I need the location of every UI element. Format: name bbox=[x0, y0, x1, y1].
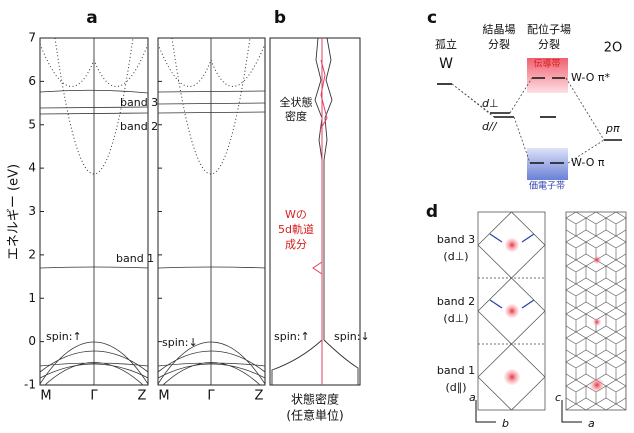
band-label: band 3 bbox=[120, 96, 158, 109]
orbital bbox=[593, 256, 601, 264]
band-curve bbox=[39, 43, 149, 87]
level-label: d// bbox=[482, 120, 498, 133]
orbital bbox=[505, 238, 519, 252]
dos-label: 全状態 bbox=[280, 95, 313, 109]
x-tick-label: M bbox=[158, 389, 169, 404]
y-tick-label: 7 bbox=[28, 31, 36, 45]
spin-label: spin:↓ bbox=[162, 336, 198, 349]
y-tick-label: 0 bbox=[28, 334, 36, 348]
panel-label: d bbox=[426, 202, 438, 222]
spin-label: spin:↑ bbox=[46, 330, 82, 343]
spin-label: spin:↑ bbox=[274, 330, 310, 343]
w5d-curve bbox=[312, 38, 328, 385]
band-curve bbox=[157, 90, 266, 269]
plot-frame bbox=[269, 37, 361, 386]
band-curve bbox=[171, 37, 251, 175]
band-label: band 1 bbox=[437, 364, 475, 377]
band-label: band 3 bbox=[437, 233, 475, 246]
level-label: W bbox=[439, 56, 453, 72]
column-label: 分裂 bbox=[538, 38, 560, 51]
y-tick-label: 5 bbox=[28, 117, 36, 131]
orbital-label: (d⊥) bbox=[443, 250, 468, 263]
lattice-right bbox=[565, 211, 627, 411]
lattice: band 3 (d⊥) band 2 (d⊥) band 1 (d∥) a b … bbox=[437, 211, 627, 430]
connector bbox=[451, 77, 605, 164]
y-tick-label: 2 bbox=[28, 247, 36, 261]
w5d-label: 5d軌道 bbox=[278, 222, 314, 236]
band-curve bbox=[157, 341, 266, 386]
band-label: band 2 bbox=[120, 120, 158, 133]
panel-label: a bbox=[86, 8, 97, 28]
band-curve bbox=[39, 341, 149, 386]
orbital bbox=[505, 304, 519, 318]
y-axis-label: エネルギー (eV) bbox=[7, 164, 22, 260]
valence-band bbox=[527, 148, 568, 180]
spin-label: spin:↓ bbox=[334, 330, 370, 343]
axis-label: a bbox=[469, 391, 476, 404]
band-curve bbox=[54, 37, 134, 175]
x-tick-label: Γ bbox=[90, 389, 98, 404]
orbital-label: (d∥) bbox=[445, 381, 466, 394]
w5d-label: Wの bbox=[285, 208, 307, 221]
band-label: band 2 bbox=[437, 295, 475, 308]
column-label: 配位子場 bbox=[527, 22, 571, 36]
band-curve bbox=[39, 89, 149, 269]
band-label: 伝導帯 bbox=[533, 58, 560, 70]
axis-label: c bbox=[555, 391, 561, 404]
axis-arrow bbox=[475, 400, 496, 423]
band-curve bbox=[157, 43, 266, 87]
x-tick-label: M bbox=[40, 389, 51, 404]
column-label: 分裂 bbox=[488, 38, 510, 51]
w5d-label: 成分 bbox=[285, 238, 307, 251]
orbital bbox=[590, 378, 604, 392]
dos-curve bbox=[271, 37, 359, 385]
y-tick-label: 4 bbox=[28, 161, 36, 175]
level-label: 孤立 bbox=[435, 37, 457, 51]
y-tick-label: 6 bbox=[28, 74, 36, 88]
axis-label: a bbox=[588, 417, 595, 430]
x-tick-label: Γ bbox=[207, 389, 215, 404]
x-axis-label: 状態密度 bbox=[291, 392, 339, 407]
x-tick-label: Z bbox=[255, 389, 264, 404]
y-tick-label: 1 bbox=[28, 291, 36, 305]
band-label: band 1 bbox=[116, 252, 154, 265]
level-label: W-O π bbox=[571, 156, 605, 169]
orbital-label: (d⊥) bbox=[443, 312, 468, 325]
level-label: d⊥ bbox=[482, 97, 499, 110]
column-label: 結晶場 bbox=[483, 22, 516, 36]
panel-label: b bbox=[274, 8, 286, 28]
x-axis-label: (任意単位) bbox=[286, 408, 343, 423]
arrow bbox=[489, 233, 535, 309]
conduction-band bbox=[527, 58, 568, 93]
orbital bbox=[504, 369, 520, 385]
level-label: pπ bbox=[605, 122, 620, 135]
level-label: W-O π* bbox=[571, 71, 610, 84]
dos: 全状態 密度 Wの 5d軌道 成分 spin:↑ spin:↓ 状態密度 (任意… bbox=[269, 37, 370, 423]
band-label: 価電子帯 bbox=[529, 180, 565, 192]
energy-diagram: 孤立 W 結晶場 分裂 配位子場 分裂 2O 伝導帯 W-O π* d⊥ d//… bbox=[435, 22, 622, 192]
axis-label: b bbox=[502, 417, 509, 430]
orbital bbox=[593, 318, 601, 326]
plot-frame bbox=[157, 37, 266, 386]
dos-label: 密度 bbox=[285, 109, 307, 123]
y-tick-label: 3 bbox=[28, 204, 36, 218]
y-tick-label: -1 bbox=[24, 378, 36, 392]
x-tick-label: Z bbox=[138, 389, 147, 404]
panel-label: c bbox=[427, 8, 437, 28]
level-label: 2O bbox=[604, 41, 623, 56]
axis-arrow bbox=[561, 400, 582, 423]
band-structure: band 3 band 2 band 1 spin:↑ spin:↓ エネルギー… bbox=[7, 37, 266, 386]
